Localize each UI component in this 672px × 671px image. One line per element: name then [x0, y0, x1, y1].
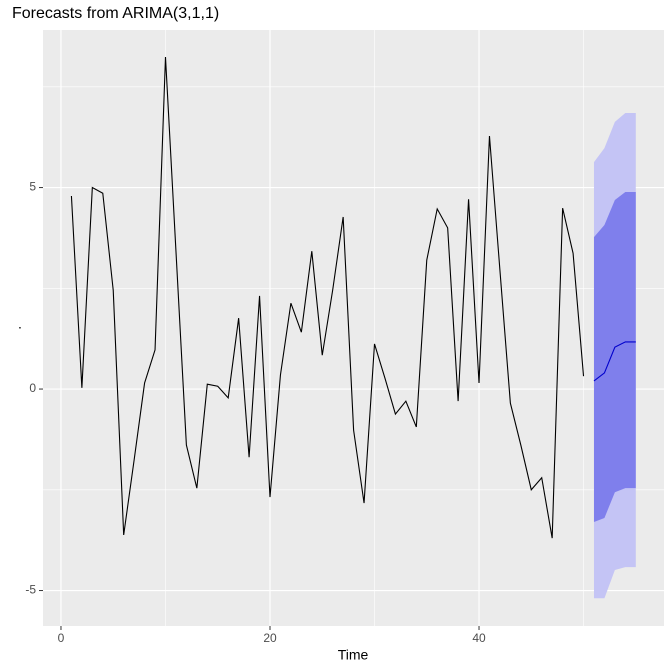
y-tick-label: 0	[29, 381, 36, 395]
x-tick-label: 20	[263, 631, 277, 645]
y-axis-label: .	[18, 316, 22, 332]
x-tick-label: 40	[472, 631, 486, 645]
y-tick-label: -5	[25, 583, 36, 597]
x-tick-label: 0	[58, 631, 65, 645]
series-line	[70, 56, 585, 539]
y-tick-label: 5	[29, 180, 36, 194]
chart-title: Forecasts from ARIMA(3,1,1)	[12, 5, 219, 22]
interval-80	[593, 191, 636, 523]
panel	[43, 30, 664, 626]
forecast-line	[593, 341, 636, 382]
x-axis-label: Time	[338, 647, 369, 663]
